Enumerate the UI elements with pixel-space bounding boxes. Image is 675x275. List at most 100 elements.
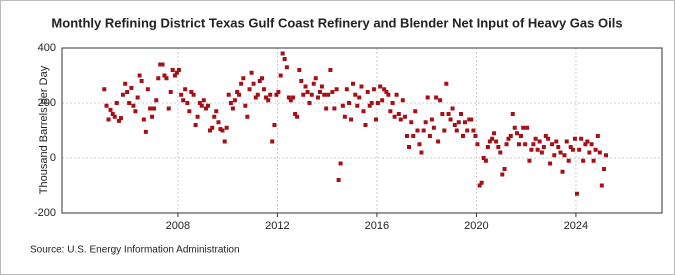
point	[129, 85, 134, 90]
point	[514, 131, 519, 136]
point	[568, 145, 573, 149]
point	[293, 112, 298, 116]
point	[456, 120, 461, 125]
point	[255, 92, 260, 97]
point	[139, 79, 144, 83]
point	[471, 128, 476, 133]
x-tick-label: 2008	[166, 220, 190, 232]
point	[145, 87, 150, 92]
point	[133, 109, 138, 114]
point	[251, 81, 256, 86]
point	[183, 87, 188, 92]
point	[295, 114, 300, 119]
point	[357, 95, 362, 100]
point	[477, 183, 482, 188]
point	[535, 147, 540, 152]
point	[330, 90, 335, 94]
point	[276, 90, 281, 94]
plot-border	[61, 47, 663, 214]
point	[332, 106, 337, 111]
point	[483, 158, 488, 163]
point	[498, 150, 503, 155]
point	[492, 131, 497, 136]
point	[131, 103, 136, 108]
point	[409, 120, 414, 125]
point	[237, 92, 242, 97]
point	[355, 103, 360, 108]
point	[597, 150, 602, 155]
point	[232, 98, 237, 103]
point	[353, 92, 358, 97]
point	[191, 92, 196, 97]
point	[436, 139, 441, 144]
point	[241, 76, 246, 81]
point	[319, 84, 324, 89]
point	[263, 95, 268, 100]
point	[506, 136, 511, 141]
point	[104, 103, 109, 108]
point	[438, 98, 443, 103]
source: Source: U.S. Energy Information Administ…	[30, 245, 240, 256]
point	[518, 134, 523, 138]
point	[307, 101, 312, 105]
point	[322, 92, 327, 97]
point	[334, 87, 339, 92]
point	[554, 139, 559, 144]
plot-area: -200 0 200 400 2008 2012 2016 2020 2024	[34, 42, 663, 232]
point	[106, 117, 111, 122]
point	[373, 117, 378, 122]
point	[516, 142, 521, 147]
point	[450, 106, 455, 111]
y-tick-label: -200	[34, 207, 56, 219]
point	[272, 123, 277, 127]
point	[297, 68, 302, 72]
point	[490, 136, 495, 141]
point	[487, 139, 492, 144]
point	[315, 95, 320, 100]
point	[537, 139, 542, 144]
point	[589, 142, 594, 147]
point	[564, 139, 569, 144]
point	[523, 142, 528, 147]
chart-title: Monthly Refining District Texas Gulf Coa…	[51, 15, 622, 30]
point	[280, 51, 285, 56]
point	[266, 98, 271, 103]
point	[591, 158, 596, 163]
point	[496, 145, 501, 149]
point	[156, 76, 161, 81]
point	[365, 90, 370, 94]
point	[434, 95, 439, 100]
point	[469, 117, 474, 122]
point	[291, 95, 296, 100]
point	[260, 76, 264, 81]
point	[556, 145, 561, 149]
point	[560, 169, 565, 174]
point	[212, 114, 217, 119]
point	[452, 123, 457, 127]
point	[527, 158, 532, 163]
point	[120, 92, 125, 97]
point	[566, 158, 571, 163]
point	[510, 112, 515, 116]
point	[351, 81, 356, 86]
point	[546, 136, 551, 141]
point	[176, 68, 181, 72]
point	[494, 139, 499, 144]
point	[114, 101, 119, 105]
point	[274, 92, 279, 97]
point	[371, 87, 376, 92]
y-tick-label: 0	[50, 152, 56, 164]
point	[187, 109, 192, 114]
point	[382, 87, 387, 92]
point	[459, 112, 464, 116]
point	[243, 103, 248, 108]
point	[462, 120, 467, 125]
point	[201, 98, 206, 103]
point	[102, 87, 107, 92]
point	[388, 109, 393, 114]
point	[525, 125, 530, 130]
point	[384, 90, 389, 94]
point	[429, 117, 434, 122]
point	[423, 120, 428, 125]
point	[396, 112, 401, 116]
